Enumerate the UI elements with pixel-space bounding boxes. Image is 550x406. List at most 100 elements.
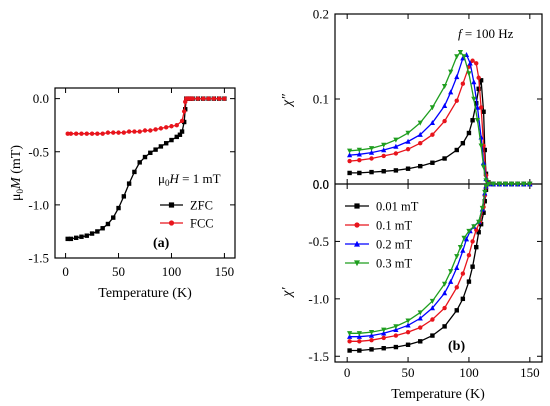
data-point xyxy=(460,55,466,61)
y-tick-label: 0.2 xyxy=(313,7,329,22)
data-point xyxy=(158,126,164,131)
data-point xyxy=(381,153,386,159)
data-point xyxy=(177,132,183,137)
data-point xyxy=(429,120,436,125)
series-fcc xyxy=(65,96,227,136)
data-point xyxy=(442,305,447,311)
panel-a-series xyxy=(65,96,227,242)
data-point xyxy=(460,296,466,302)
data-point xyxy=(476,219,482,225)
data-point xyxy=(441,290,448,296)
data-point xyxy=(163,141,169,146)
data-point xyxy=(126,129,132,134)
data-point xyxy=(508,181,515,187)
data-point xyxy=(405,318,411,324)
data-point xyxy=(116,130,121,135)
panel-b-tag: (b) xyxy=(448,339,465,354)
data-point xyxy=(479,205,485,211)
x-tick-label: 100 xyxy=(459,365,479,380)
y-tick-label: 0.1 xyxy=(313,92,329,107)
data-point xyxy=(442,324,447,329)
data-point xyxy=(179,129,185,134)
data-point xyxy=(211,96,217,101)
data-point xyxy=(357,170,362,176)
data-point xyxy=(430,132,435,137)
data-point xyxy=(448,278,454,284)
data-point xyxy=(405,342,411,347)
data-point xyxy=(393,168,399,173)
data-point xyxy=(442,156,447,161)
data-point xyxy=(393,324,399,330)
data-point xyxy=(381,327,387,333)
data-point xyxy=(183,107,188,112)
data-point xyxy=(132,169,137,175)
data-point xyxy=(454,74,460,80)
data-point xyxy=(430,317,435,322)
data-point xyxy=(466,228,472,234)
data-point xyxy=(347,152,353,158)
data-point xyxy=(490,181,496,187)
data-point xyxy=(405,322,411,328)
data-point xyxy=(405,329,411,335)
data-point xyxy=(418,163,423,169)
data-point xyxy=(478,105,484,110)
data-point xyxy=(95,229,100,234)
data-point xyxy=(163,125,169,130)
panel-a: -1.5 -1.0 -0.5 0.0 0 50 100 150 ZFC FCC μ0H = 1 … xyxy=(9,87,236,301)
x-tick-label: 100 xyxy=(162,264,182,279)
data-point xyxy=(454,308,459,313)
y-tick-label: 0.0 xyxy=(33,91,49,106)
data-point xyxy=(347,148,353,154)
panel-a-frame xyxy=(54,87,236,259)
data-point xyxy=(466,279,472,284)
data-point xyxy=(142,128,148,133)
data-point xyxy=(79,131,84,136)
legend-label: 0.3 mT xyxy=(376,257,412,271)
x-tick-label: 0 xyxy=(344,365,351,380)
panel-a-annotation: μ0H = 1 mT xyxy=(158,171,221,188)
data-point xyxy=(417,310,423,316)
legend-marker xyxy=(168,220,175,226)
data-point xyxy=(418,325,423,330)
data-point xyxy=(466,71,472,77)
data-point xyxy=(65,131,70,136)
legend-marker xyxy=(354,203,360,209)
data-point xyxy=(476,230,481,235)
data-point xyxy=(68,236,74,242)
data-point xyxy=(471,96,477,102)
data-point xyxy=(485,181,492,187)
data-point xyxy=(418,339,423,344)
data-point xyxy=(454,285,459,290)
y-tick-label: -1.0 xyxy=(308,291,329,306)
panel-a-tag: (a) xyxy=(153,236,170,251)
data-point xyxy=(158,144,164,149)
series-line xyxy=(349,53,530,185)
series-0-2-mt xyxy=(347,181,533,339)
data-point xyxy=(68,131,74,136)
data-point xyxy=(222,96,227,101)
series-0-2-mt xyxy=(347,52,533,187)
data-point xyxy=(381,335,386,341)
series-line xyxy=(67,97,225,135)
data-point xyxy=(89,131,95,136)
data-point xyxy=(430,333,435,338)
data-point xyxy=(474,118,481,124)
panel-b-ylabel-top: χ″ xyxy=(280,94,295,108)
data-point xyxy=(478,221,484,227)
data-point xyxy=(381,147,387,153)
data-point xyxy=(381,169,386,174)
data-point xyxy=(476,75,481,80)
data-point xyxy=(466,253,472,258)
data-point xyxy=(356,147,362,153)
data-point xyxy=(466,130,472,136)
data-point xyxy=(448,269,454,275)
series-0-3-mt xyxy=(347,181,533,337)
data-point xyxy=(179,118,185,124)
legend-marker xyxy=(168,202,175,208)
data-point xyxy=(441,103,448,108)
data-point xyxy=(132,129,137,134)
x-tick-label: 0 xyxy=(62,264,69,279)
data-point xyxy=(454,147,459,153)
data-point xyxy=(470,264,475,269)
legend-label: ZFC xyxy=(190,199,213,213)
